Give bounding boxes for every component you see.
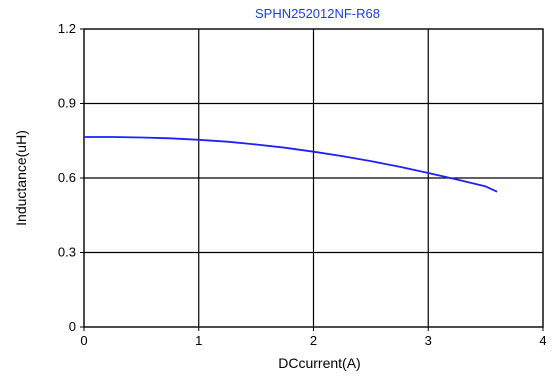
x-axis-title: DCcurrent(A) xyxy=(278,355,360,371)
data-point xyxy=(83,136,85,138)
y-axis-title: Inductance(uH) xyxy=(13,130,29,226)
chart-grid xyxy=(84,29,543,327)
data-point xyxy=(169,137,171,139)
data-point xyxy=(141,137,143,139)
x-tick-label: 3 xyxy=(425,333,432,348)
chart-title: SPHN252012NF-R68 xyxy=(255,6,380,21)
y-tick-label: 0.6 xyxy=(58,170,76,185)
x-tick-label: 2 xyxy=(310,333,317,348)
data-point xyxy=(485,186,487,188)
data-point xyxy=(112,136,114,138)
data-point xyxy=(427,172,429,174)
axis-ticks: 0 1 2 3 4 0 0.3 0.6 0.9 1.2 xyxy=(58,21,547,348)
y-tick-label: 0 xyxy=(69,319,76,334)
data-point xyxy=(496,191,498,193)
plot-area xyxy=(83,136,498,193)
data-point xyxy=(255,144,257,146)
data-point xyxy=(341,155,343,157)
x-tick-label: 0 xyxy=(80,333,87,348)
series-line-0 xyxy=(84,136,498,193)
data-point xyxy=(198,139,200,141)
data-point xyxy=(399,166,401,168)
y-tick-label: 0.9 xyxy=(58,96,76,111)
x-tick-label: 4 xyxy=(539,333,546,348)
y-tick-label: 1.2 xyxy=(58,21,76,36)
data-point xyxy=(456,179,458,181)
data-point xyxy=(284,147,286,149)
x-tick-label: 1 xyxy=(195,333,202,348)
data-point xyxy=(227,141,229,143)
data-point xyxy=(313,151,315,153)
y-tick-label: 0.3 xyxy=(58,245,76,260)
data-point xyxy=(370,160,372,162)
